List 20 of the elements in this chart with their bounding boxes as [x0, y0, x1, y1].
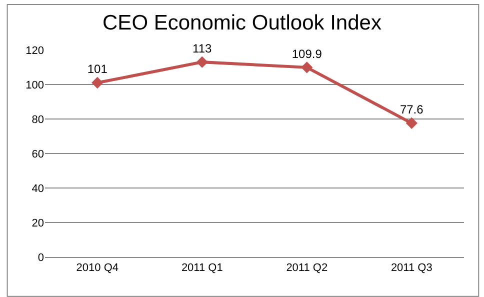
y-tick-label: 100: [26, 79, 44, 92]
point: [92, 76, 104, 89]
point: [196, 56, 208, 68]
data-label: 113: [192, 41, 212, 56]
x-tick-label: 2010 Q4: [76, 262, 118, 274]
data-label: 101: [87, 62, 108, 76]
y-tick-label: 0: [38, 252, 44, 264]
x-tick-label: 2011 Q1: [181, 262, 223, 274]
data-label: 109.9: [292, 46, 322, 61]
y-tick-label: 120: [26, 44, 44, 57]
x-tick-label: 2011 Q3: [390, 262, 432, 274]
y-tick-label: 60: [32, 148, 44, 160]
chart-title: CEO Economic Outlook Index: [102, 12, 382, 35]
data-label: 77.6: [400, 102, 424, 117]
y-tick-label: 80: [32, 114, 44, 126]
x-tick-label: 2011 Q2: [286, 262, 328, 274]
y-tick-label: 20: [32, 217, 44, 230]
y-tick-label: 40: [32, 182, 44, 195]
point: [301, 62, 313, 74]
point: [406, 117, 418, 129]
